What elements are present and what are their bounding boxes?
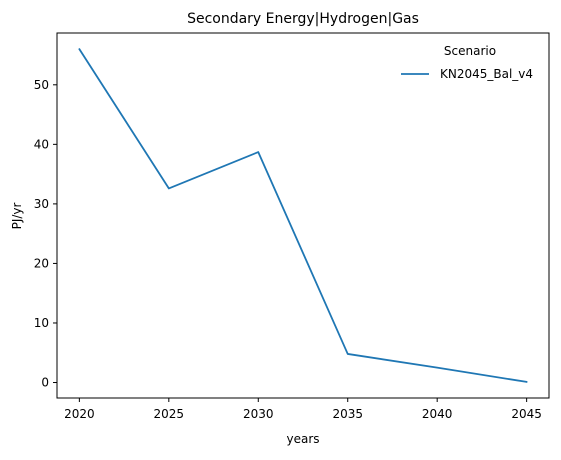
legend: Scenario KN2045_Bal_v4 xyxy=(401,44,533,81)
y-tick-label: 10 xyxy=(34,316,49,330)
y-tick-label: 40 xyxy=(34,137,49,151)
x-tick-label: 2045 xyxy=(511,407,542,421)
x-tick-label: 2040 xyxy=(422,407,453,421)
y-tick-label: 20 xyxy=(34,256,49,270)
x-tick-label: 2035 xyxy=(332,407,363,421)
series-point xyxy=(347,353,349,355)
y-axis-label: PJ/yr xyxy=(10,203,24,230)
series-point xyxy=(436,366,438,368)
x-axis-label: years xyxy=(286,432,319,446)
x-tick-label: 2025 xyxy=(154,407,185,421)
series-point xyxy=(78,48,80,50)
x-tick-label: 2020 xyxy=(64,407,95,421)
x-tick-label: 2030 xyxy=(243,407,274,421)
plot-frame xyxy=(56,32,550,399)
chart-title: Secondary Energy|Hydrogen|Gas xyxy=(187,11,419,27)
series-point xyxy=(168,187,170,189)
y-tick-label: 50 xyxy=(34,78,49,92)
y-axis: 0 10 20 30 40 50 xyxy=(34,78,57,390)
series-point xyxy=(257,151,259,153)
y-tick-label: 30 xyxy=(34,197,49,211)
legend-title: Scenario xyxy=(444,44,496,58)
series-layer xyxy=(78,48,528,383)
series-line-0 xyxy=(78,48,528,383)
x-axis: 2020 2025 2030 2035 2040 2045 xyxy=(64,398,542,421)
series-point xyxy=(525,381,527,383)
legend-entry-label: KN2045_Bal_v4 xyxy=(440,67,533,81)
y-tick-label: 0 xyxy=(41,376,49,390)
